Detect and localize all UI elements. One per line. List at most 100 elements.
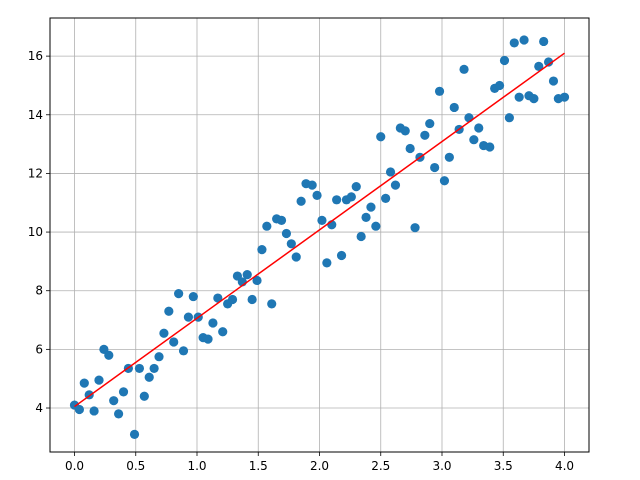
data-point: [134, 363, 145, 374]
data-point: [129, 429, 140, 440]
data-point: [114, 409, 124, 419]
data-point: [434, 86, 445, 96]
x-axis-ticks: 0.0 0.5 1.0 1.5 2.0 2.5 3.0 3.5 4.0: [65, 452, 574, 473]
x-tick-label: 3.5: [494, 459, 513, 473]
data-point: [366, 202, 376, 212]
data-point: [188, 291, 198, 302]
data-point: [291, 252, 301, 262]
data-point: [381, 193, 391, 203]
data-point: [89, 406, 99, 416]
y-tick-label: 12: [28, 166, 43, 180]
data-point: [425, 118, 435, 129]
data-point: [257, 245, 267, 255]
x-tick-label: 0.0: [65, 459, 84, 473]
y-tick-label: 10: [28, 225, 43, 239]
data-point: [312, 190, 322, 201]
data-points: [69, 35, 570, 440]
data-point: [218, 327, 228, 337]
data-point: [474, 123, 484, 133]
data-point: [356, 231, 366, 242]
data-point: [183, 312, 194, 322]
data-point: [400, 126, 410, 136]
y-tick-label: 8: [35, 284, 43, 298]
data-point: [430, 162, 440, 173]
data-point: [464, 113, 474, 123]
data-point: [169, 337, 179, 347]
data-point: [444, 152, 454, 162]
data-point: [144, 372, 154, 382]
data-point: [286, 239, 296, 249]
data-point: [281, 228, 292, 239]
fit-line: [74, 52, 565, 408]
x-tick-label: 2.5: [371, 459, 390, 473]
data-point: [371, 221, 381, 231]
y-tick-label: 6: [35, 342, 43, 356]
data-point: [346, 192, 356, 202]
data-point: [509, 38, 519, 48]
grid-lines: [50, 18, 589, 452]
data-point: [174, 289, 184, 299]
x-tick-label: 4.0: [555, 459, 574, 473]
data-point: [534, 61, 544, 71]
x-tick-label: 1.5: [249, 459, 268, 473]
fit-line-layer: [74, 52, 565, 408]
data-point: [543, 57, 554, 67]
data-point: [227, 294, 238, 305]
data-point: [405, 143, 415, 154]
data-point: [178, 346, 189, 356]
data-point: [361, 212, 371, 223]
data-point: [296, 196, 306, 206]
x-tick-label: 0.5: [126, 459, 145, 473]
y-axis-ticks: 4 6 8 10 12 14 16: [28, 49, 50, 415]
y-tick-label: 14: [28, 108, 43, 122]
data-point: [262, 221, 272, 231]
data-point: [499, 55, 510, 66]
y-tick-label: 16: [28, 49, 43, 63]
data-point: [154, 352, 164, 362]
data-point: [539, 36, 549, 47]
data-point: [529, 94, 539, 104]
data-point: [322, 258, 332, 268]
data-point: [504, 113, 514, 123]
y-tick-label: 4: [35, 401, 43, 415]
data-point: [385, 167, 396, 177]
data-point: [459, 64, 469, 74]
data-point: [252, 275, 262, 286]
data-point: [267, 299, 277, 309]
data-point: [139, 391, 149, 401]
data-point: [79, 378, 89, 388]
data-point: [494, 80, 505, 91]
data-point: [351, 182, 361, 192]
data-point: [149, 363, 159, 374]
x-tick-label: 2.0: [310, 459, 329, 473]
data-point: [390, 180, 401, 190]
data-point: [104, 350, 114, 360]
data-point: [420, 130, 430, 140]
data-point: [469, 135, 479, 145]
x-tick-label: 1.0: [187, 459, 206, 473]
data-point: [118, 387, 129, 397]
data-point: [559, 92, 570, 102]
data-point: [203, 334, 213, 344]
data-point: [94, 375, 104, 385]
data-point: [74, 404, 84, 415]
data-point: [208, 318, 218, 328]
data-point: [109, 396, 119, 406]
data-point: [164, 306, 174, 316]
data-point: [548, 76, 559, 86]
data-point: [410, 223, 420, 233]
data-point: [439, 176, 450, 186]
data-point: [449, 102, 459, 113]
data-point: [242, 269, 252, 280]
data-point: [376, 132, 386, 142]
data-point: [332, 195, 342, 205]
x-tick-label: 3.0: [432, 459, 451, 473]
data-point: [159, 328, 169, 338]
data-point: [519, 35, 529, 45]
data-point: [307, 180, 317, 190]
data-point: [276, 215, 287, 225]
data-point: [247, 294, 257, 305]
data-point: [336, 250, 347, 261]
